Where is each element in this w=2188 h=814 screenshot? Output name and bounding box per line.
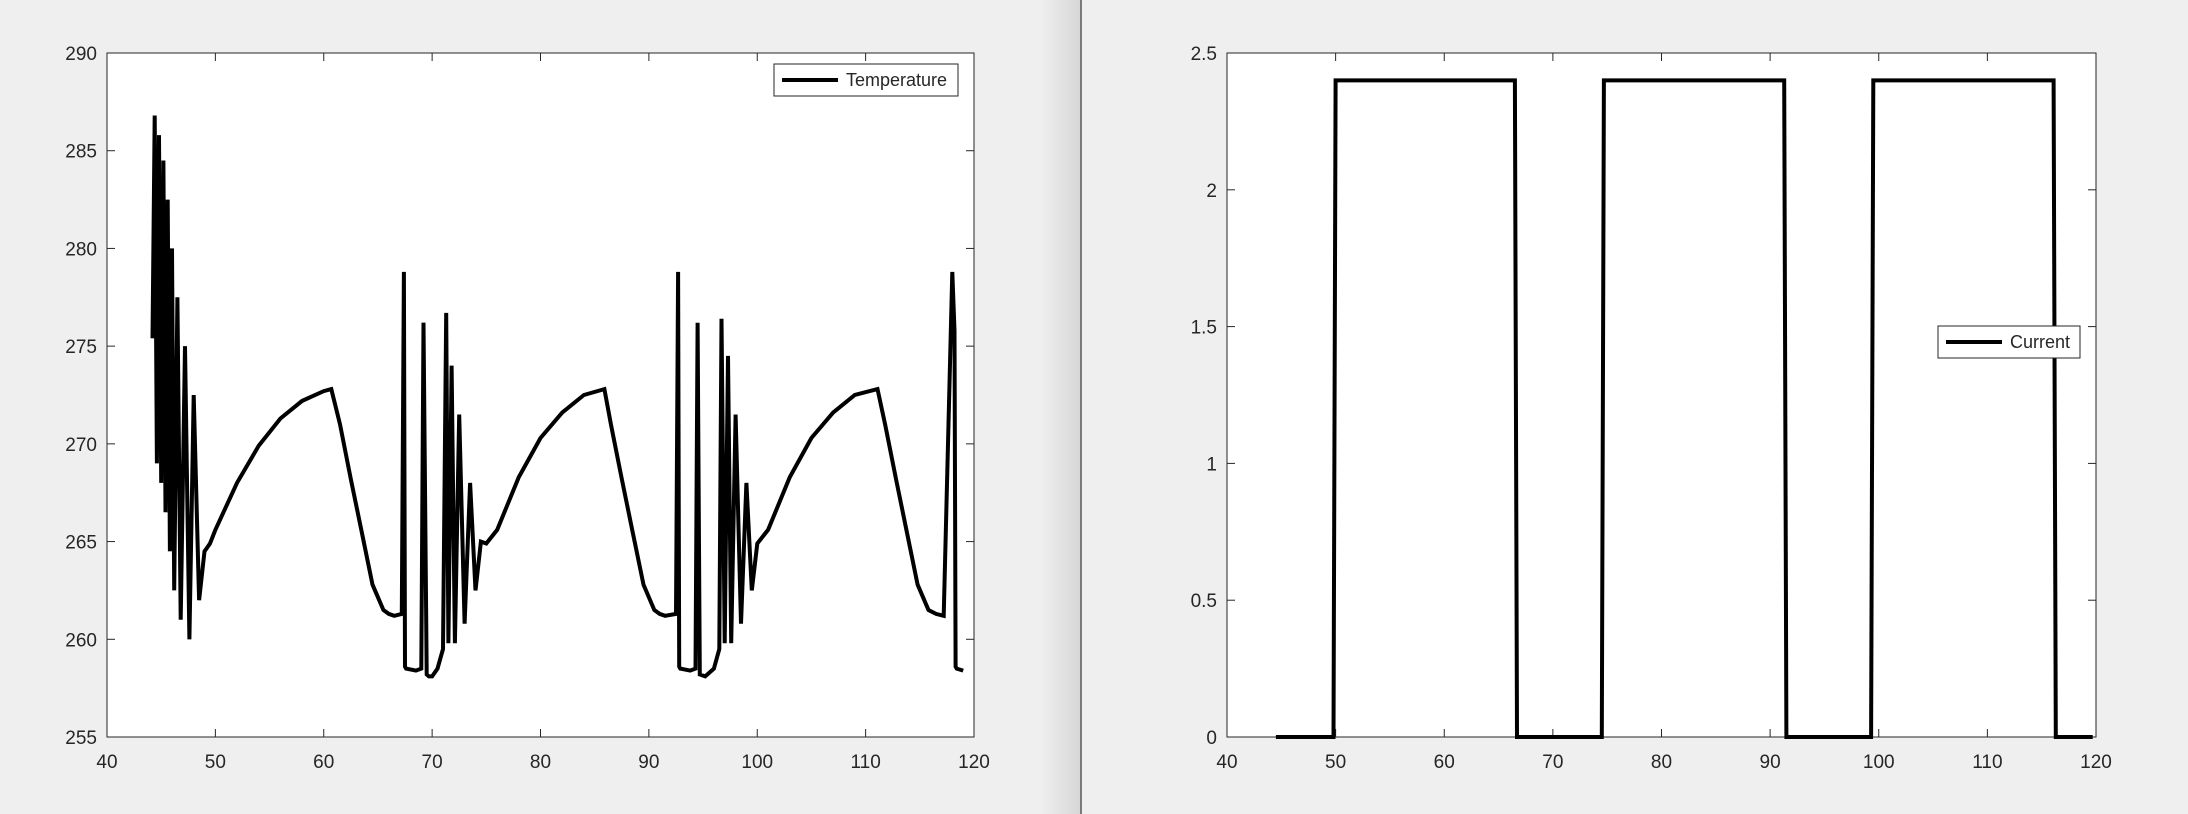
x-tick-label: 60 — [313, 752, 334, 773]
temperature-chart: 40 50 60 70 80 90 100 110 120 255 260 265 270 275 280 2… — [65, 44, 990, 773]
x-tick-label: 80 — [530, 752, 551, 773]
legend-label: Temperature — [846, 70, 947, 90]
y-tick-label: 1 — [1206, 454, 1217, 475]
y-tick-label: 275 — [65, 337, 97, 358]
x-tick-label: 60 — [1434, 752, 1455, 773]
x-tick-label: 110 — [1972, 752, 2002, 773]
x-tick-label: 100 — [1863, 752, 1895, 773]
y-tick-label: 1.5 — [1191, 318, 1217, 339]
y-tick-label: 265 — [65, 533, 97, 554]
y-tick-label: 290 — [65, 44, 97, 65]
x-tick-label: 70 — [1542, 752, 1563, 773]
x-tick-label: 100 — [741, 752, 773, 773]
y-tick-label: 270 — [65, 435, 97, 456]
x-tick-label: 90 — [638, 752, 659, 773]
y-tick-label: 0.5 — [1191, 591, 1217, 612]
x-tick-label: 90 — [1760, 752, 1781, 773]
series-line-current — [1275, 78, 2093, 739]
x-tick-label: 70 — [422, 752, 443, 773]
window-divider — [1080, 0, 1082, 814]
y-tick-label: 280 — [65, 239, 97, 260]
y-tick-label: 2.5 — [1191, 44, 1217, 65]
series-line-temperature — [150, 115, 964, 679]
x-tick-label: 120 — [958, 752, 990, 773]
x-tick-label: 50 — [205, 752, 226, 773]
x-tick-label: 110 — [850, 752, 880, 773]
legend: Temperature — [773, 63, 959, 97]
legend-label: Current — [2010, 332, 2070, 352]
legend: Current — [1937, 325, 2081, 359]
y-tick-label: 285 — [65, 142, 97, 163]
x-tick-label: 40 — [96, 752, 117, 773]
current-chart: 40 50 60 70 80 90 100 110 120 0 0.5 1 1.5 2 2.5 Current — [1191, 44, 2112, 773]
y-tick-label: 0 — [1206, 728, 1217, 749]
plot-area — [1226, 52, 2097, 738]
plot-area — [106, 52, 975, 738]
y-tick-label: 255 — [65, 728, 97, 749]
figure-window-right: 40 50 60 70 80 90 100 110 120 0 0.5 1 1.5 2 2.5 Current — [1082, 0, 2188, 814]
y-tick-label: 2 — [1206, 181, 1217, 202]
figure-window-left: 40 50 60 70 80 90 100 110 120 255 260 265 270 275 280 2… — [0, 0, 1080, 814]
x-tick-label: 40 — [1216, 752, 1237, 773]
y-tick-label: 260 — [65, 630, 97, 651]
window-edge-shadow — [1040, 0, 1080, 814]
x-tick-label: 50 — [1325, 752, 1346, 773]
x-tick-label: 120 — [2080, 752, 2112, 773]
x-tick-label: 80 — [1651, 752, 1672, 773]
